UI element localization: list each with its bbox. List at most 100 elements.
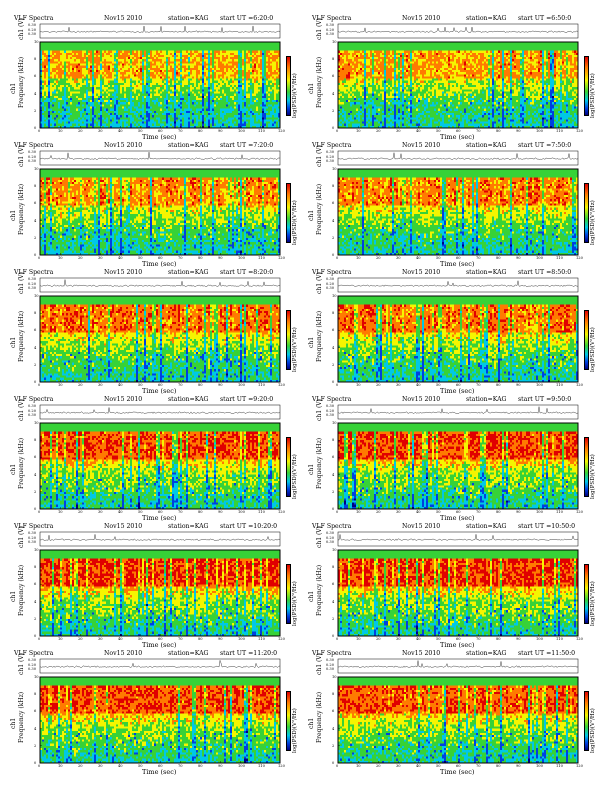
waveform-trace: [39, 152, 281, 160]
x-tick-label: 50: [138, 510, 143, 514]
colorbar: [584, 564, 589, 624]
waveform-ylabel: ch1 (V): [316, 653, 323, 675]
x-tick-label: 20: [78, 256, 83, 260]
x-tick-label: 90: [516, 510, 521, 514]
y-tick-label: 8: [34, 438, 36, 442]
spectrogram-panel: VLF Spectra Nov15 2010 station=KAG start UT…: [8, 268, 298, 396]
waveform-plot: [337, 658, 579, 674]
freq-ylabel-prefix: ch1: [10, 464, 17, 475]
y-tick-label: 10: [332, 421, 337, 425]
x-tick-label: 40: [118, 256, 123, 260]
panel-start-ut: start UT =11:20:0: [220, 650, 277, 657]
waveform-trace: [337, 152, 579, 160]
x-tick-label: 70: [476, 764, 481, 768]
x-tick-label: 80: [496, 256, 501, 260]
x-tick-label: 90: [516, 256, 521, 260]
freq-ylabel: Frequency (kHz): [316, 57, 323, 108]
waveform-tick-label: 0.30: [326, 286, 334, 290]
freq-ylabel-prefix: ch1: [10, 83, 17, 94]
panel-header: VLF Spectra Nov15 2010 station=KAG start UT…: [8, 395, 298, 405]
x-tick-label: 10: [58, 383, 63, 387]
x-tick-label: 0: [336, 510, 338, 514]
freq-ylabel-prefix: ch1: [10, 591, 17, 602]
x-tick-label: 20: [78, 510, 83, 514]
x-tick-label: 50: [436, 129, 441, 133]
freq-ylabel-prefix: ch1: [308, 464, 315, 475]
waveform-trace: [39, 25, 281, 33]
spectrogram-plot: [39, 41, 281, 129]
panel-date: Nov15 2010: [104, 523, 142, 530]
x-axis-label: Time (sec): [440, 641, 474, 649]
y-tick-label: 2: [332, 236, 334, 240]
spectrogram-plot: [337, 549, 579, 637]
panel-date: Nov15 2010: [104, 142, 142, 149]
freq-ylabel: Frequency (kHz): [18, 57, 25, 108]
x-tick-label: 0: [38, 256, 40, 260]
x-tick-label: 70: [476, 637, 481, 641]
y-tick-label: 6: [332, 455, 334, 459]
x-tick-label: 90: [516, 764, 521, 768]
spectrogram-plot: [39, 422, 281, 510]
waveform-ylabel: ch1 (V): [316, 526, 323, 548]
freq-ylabel: Frequency (kHz): [316, 438, 323, 489]
x-axis-label: Time (sec): [142, 768, 176, 776]
panel-header: VLF Spectra Nov15 2010 station=KAG start UT…: [306, 522, 596, 532]
x-tick-label: 0: [38, 637, 40, 641]
panel-date: Nov15 2010: [402, 396, 440, 403]
x-tick-label: 30: [98, 637, 103, 641]
y-tick-label: 10: [332, 294, 337, 298]
x-tick-label: 120: [576, 637, 583, 641]
panel-date: Nov15 2010: [402, 142, 440, 149]
x-tick-label: 90: [516, 637, 521, 641]
x-tick-label: 120: [278, 637, 285, 641]
colorbar: [584, 56, 589, 116]
x-tick-label: 10: [356, 256, 361, 260]
x-tick-label: 0: [336, 129, 338, 133]
x-tick-label: 100: [238, 256, 245, 260]
x-tick-label: 0: [38, 764, 40, 768]
x-tick-label: 110: [556, 383, 563, 387]
y-tick-label: 10: [34, 167, 39, 171]
x-tick-label: 50: [436, 637, 441, 641]
x-tick-label: 90: [218, 764, 223, 768]
x-tick-label: 80: [496, 764, 501, 768]
colorbar-label: log(PSD)(V²/Hz): [590, 200, 596, 245]
x-tick-label: 30: [396, 383, 401, 387]
x-tick-label: 120: [278, 510, 285, 514]
x-tick-label: 70: [476, 510, 481, 514]
waveform-ylabel: ch1 (V): [316, 18, 323, 40]
freq-ylabel-prefix: ch1: [308, 83, 315, 94]
x-tick-label: 80: [198, 637, 203, 641]
waveform-tick-label: 0.30: [28, 286, 36, 290]
x-tick-label: 0: [38, 510, 40, 514]
freq-ylabel-prefix: ch1: [308, 337, 315, 348]
x-tick-label: 0: [38, 383, 40, 387]
x-tick-label: 120: [278, 383, 285, 387]
waveform-tick-label: 0.20: [28, 282, 36, 286]
x-tick-label: 110: [556, 764, 563, 768]
y-tick-label: 6: [332, 709, 334, 713]
freq-ylabel-prefix: ch1: [10, 337, 17, 348]
x-tick-label: 40: [118, 637, 123, 641]
waveform-tick-label: 0.30: [28, 413, 36, 417]
panel-title: VLF Spectra: [14, 269, 53, 276]
panel-date: Nov15 2010: [402, 15, 440, 22]
waveform-ylabel: ch1 (V): [18, 526, 25, 548]
y-tick-label: 0: [332, 507, 334, 511]
x-tick-label: 120: [576, 129, 583, 133]
x-tick-label: 90: [218, 383, 223, 387]
spectrogram-cells: [40, 42, 281, 129]
y-tick-label: 4: [332, 600, 334, 604]
y-tick-label: 0: [34, 507, 36, 511]
x-tick-label: 110: [258, 383, 265, 387]
x-tick-label: 10: [356, 764, 361, 768]
x-tick-label: 80: [496, 637, 501, 641]
y-tick-label: 8: [332, 565, 334, 569]
x-axis-label: Time (sec): [440, 387, 474, 395]
y-tick-label: 8: [34, 57, 36, 61]
colorbar-label: log(PSD)(V²/Hz): [590, 708, 596, 753]
panel-header: VLF Spectra Nov15 2010 station=KAG start UT…: [306, 141, 596, 151]
x-tick-label: 30: [396, 129, 401, 133]
x-tick-label: 40: [416, 383, 421, 387]
